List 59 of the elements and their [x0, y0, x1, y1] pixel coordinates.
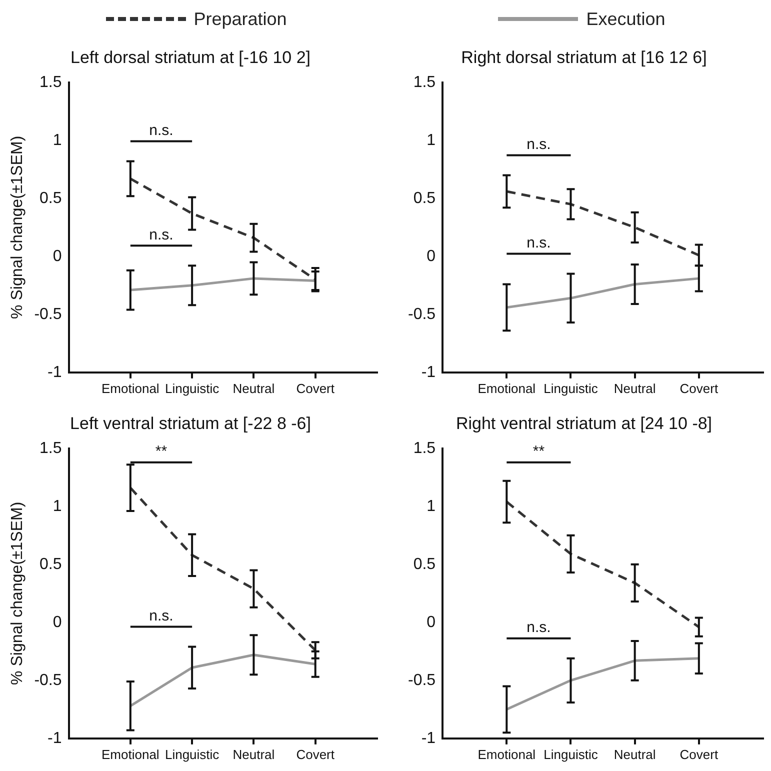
- y-tick-label: 0: [52, 248, 62, 265]
- annotation: n.s.: [149, 226, 174, 244]
- x-tick-label: Emotional: [478, 746, 536, 762]
- annotation: n.s.: [526, 234, 551, 252]
- y-tick-label: -0.5: [34, 306, 62, 323]
- annotation: n.s.: [149, 122, 174, 139]
- y-tick-label: -1: [421, 364, 436, 381]
- y-tick-label: 0.5: [413, 190, 436, 207]
- y-tick-label: -0.5: [408, 306, 436, 323]
- y-axis-title: % Signal change(±1SEM): [9, 502, 26, 685]
- x-tick-label: Covert: [680, 380, 718, 396]
- y-tick-label: 1: [52, 132, 62, 149]
- y-tick-label: -0.5: [408, 672, 436, 689]
- chart-title: Right ventral striatum at [24 10 -8]: [456, 414, 712, 433]
- y-tick-label: 0: [52, 614, 62, 631]
- x-tick-label: Neutral: [614, 746, 656, 762]
- chart-title: Left ventral striatum at [-22 8 -6]: [70, 414, 311, 433]
- y-axis-title: % Signal change(±1SEM): [9, 136, 26, 319]
- y-tick-label: 0.5: [40, 190, 62, 207]
- annotation: **: [532, 443, 545, 460]
- x-tick-label: Emotional: [478, 380, 536, 396]
- x-tick-label: Emotional: [102, 380, 160, 396]
- y-tick-label: -1: [48, 730, 62, 747]
- x-tick-label: Neutral: [232, 746, 275, 762]
- x-tick-label: Covert: [296, 746, 335, 762]
- x-tick-label: Covert: [296, 380, 335, 396]
- y-tick-label: 1.5: [40, 74, 62, 91]
- y-tick-label: 0.5: [413, 556, 436, 573]
- y-tick-label: 1.5: [413, 440, 436, 457]
- y-tick-label: -1: [421, 730, 436, 747]
- y-tick-label: 1.5: [40, 440, 62, 457]
- x-tick-label: Linguistic: [544, 380, 598, 396]
- x-tick-label: Linguistic: [544, 746, 598, 762]
- legend-label: Preparation: [194, 8, 287, 30]
- line-series: [505, 190, 700, 256]
- y-tick-label: 0: [426, 614, 436, 631]
- legend-label: Execution: [586, 8, 666, 30]
- x-tick-label: Emotional: [102, 746, 160, 762]
- x-tick-label: Linguistic: [164, 380, 220, 396]
- y-tick-label: 0.5: [40, 556, 62, 573]
- y-tick-label: 0: [426, 248, 436, 265]
- line-series: [129, 177, 317, 281]
- line-series: [129, 486, 317, 652]
- x-tick-label: Neutral: [614, 380, 656, 396]
- x-tick-label: Covert: [680, 746, 718, 762]
- annotation: **: [155, 443, 168, 460]
- y-tick-label: 1: [426, 132, 436, 149]
- y-tick-label: 1.5: [413, 74, 436, 91]
- annotation: n.s.: [149, 607, 174, 624]
- x-tick-label: Linguistic: [164, 746, 220, 762]
- y-tick-label: 1: [426, 498, 436, 515]
- y-tick-label: 1: [52, 498, 62, 515]
- y-tick-label: -1: [48, 364, 62, 381]
- chart-title: Left dorsal striatum at [-16 10 2]: [70, 48, 311, 67]
- y-tick-label: -0.5: [34, 672, 62, 689]
- chart-title: Right dorsal striatum at [16 12 6]: [461, 48, 707, 67]
- annotation: n.s.: [526, 619, 551, 636]
- annotation: n.s.: [526, 136, 551, 153]
- x-tick-label: Neutral: [232, 380, 275, 396]
